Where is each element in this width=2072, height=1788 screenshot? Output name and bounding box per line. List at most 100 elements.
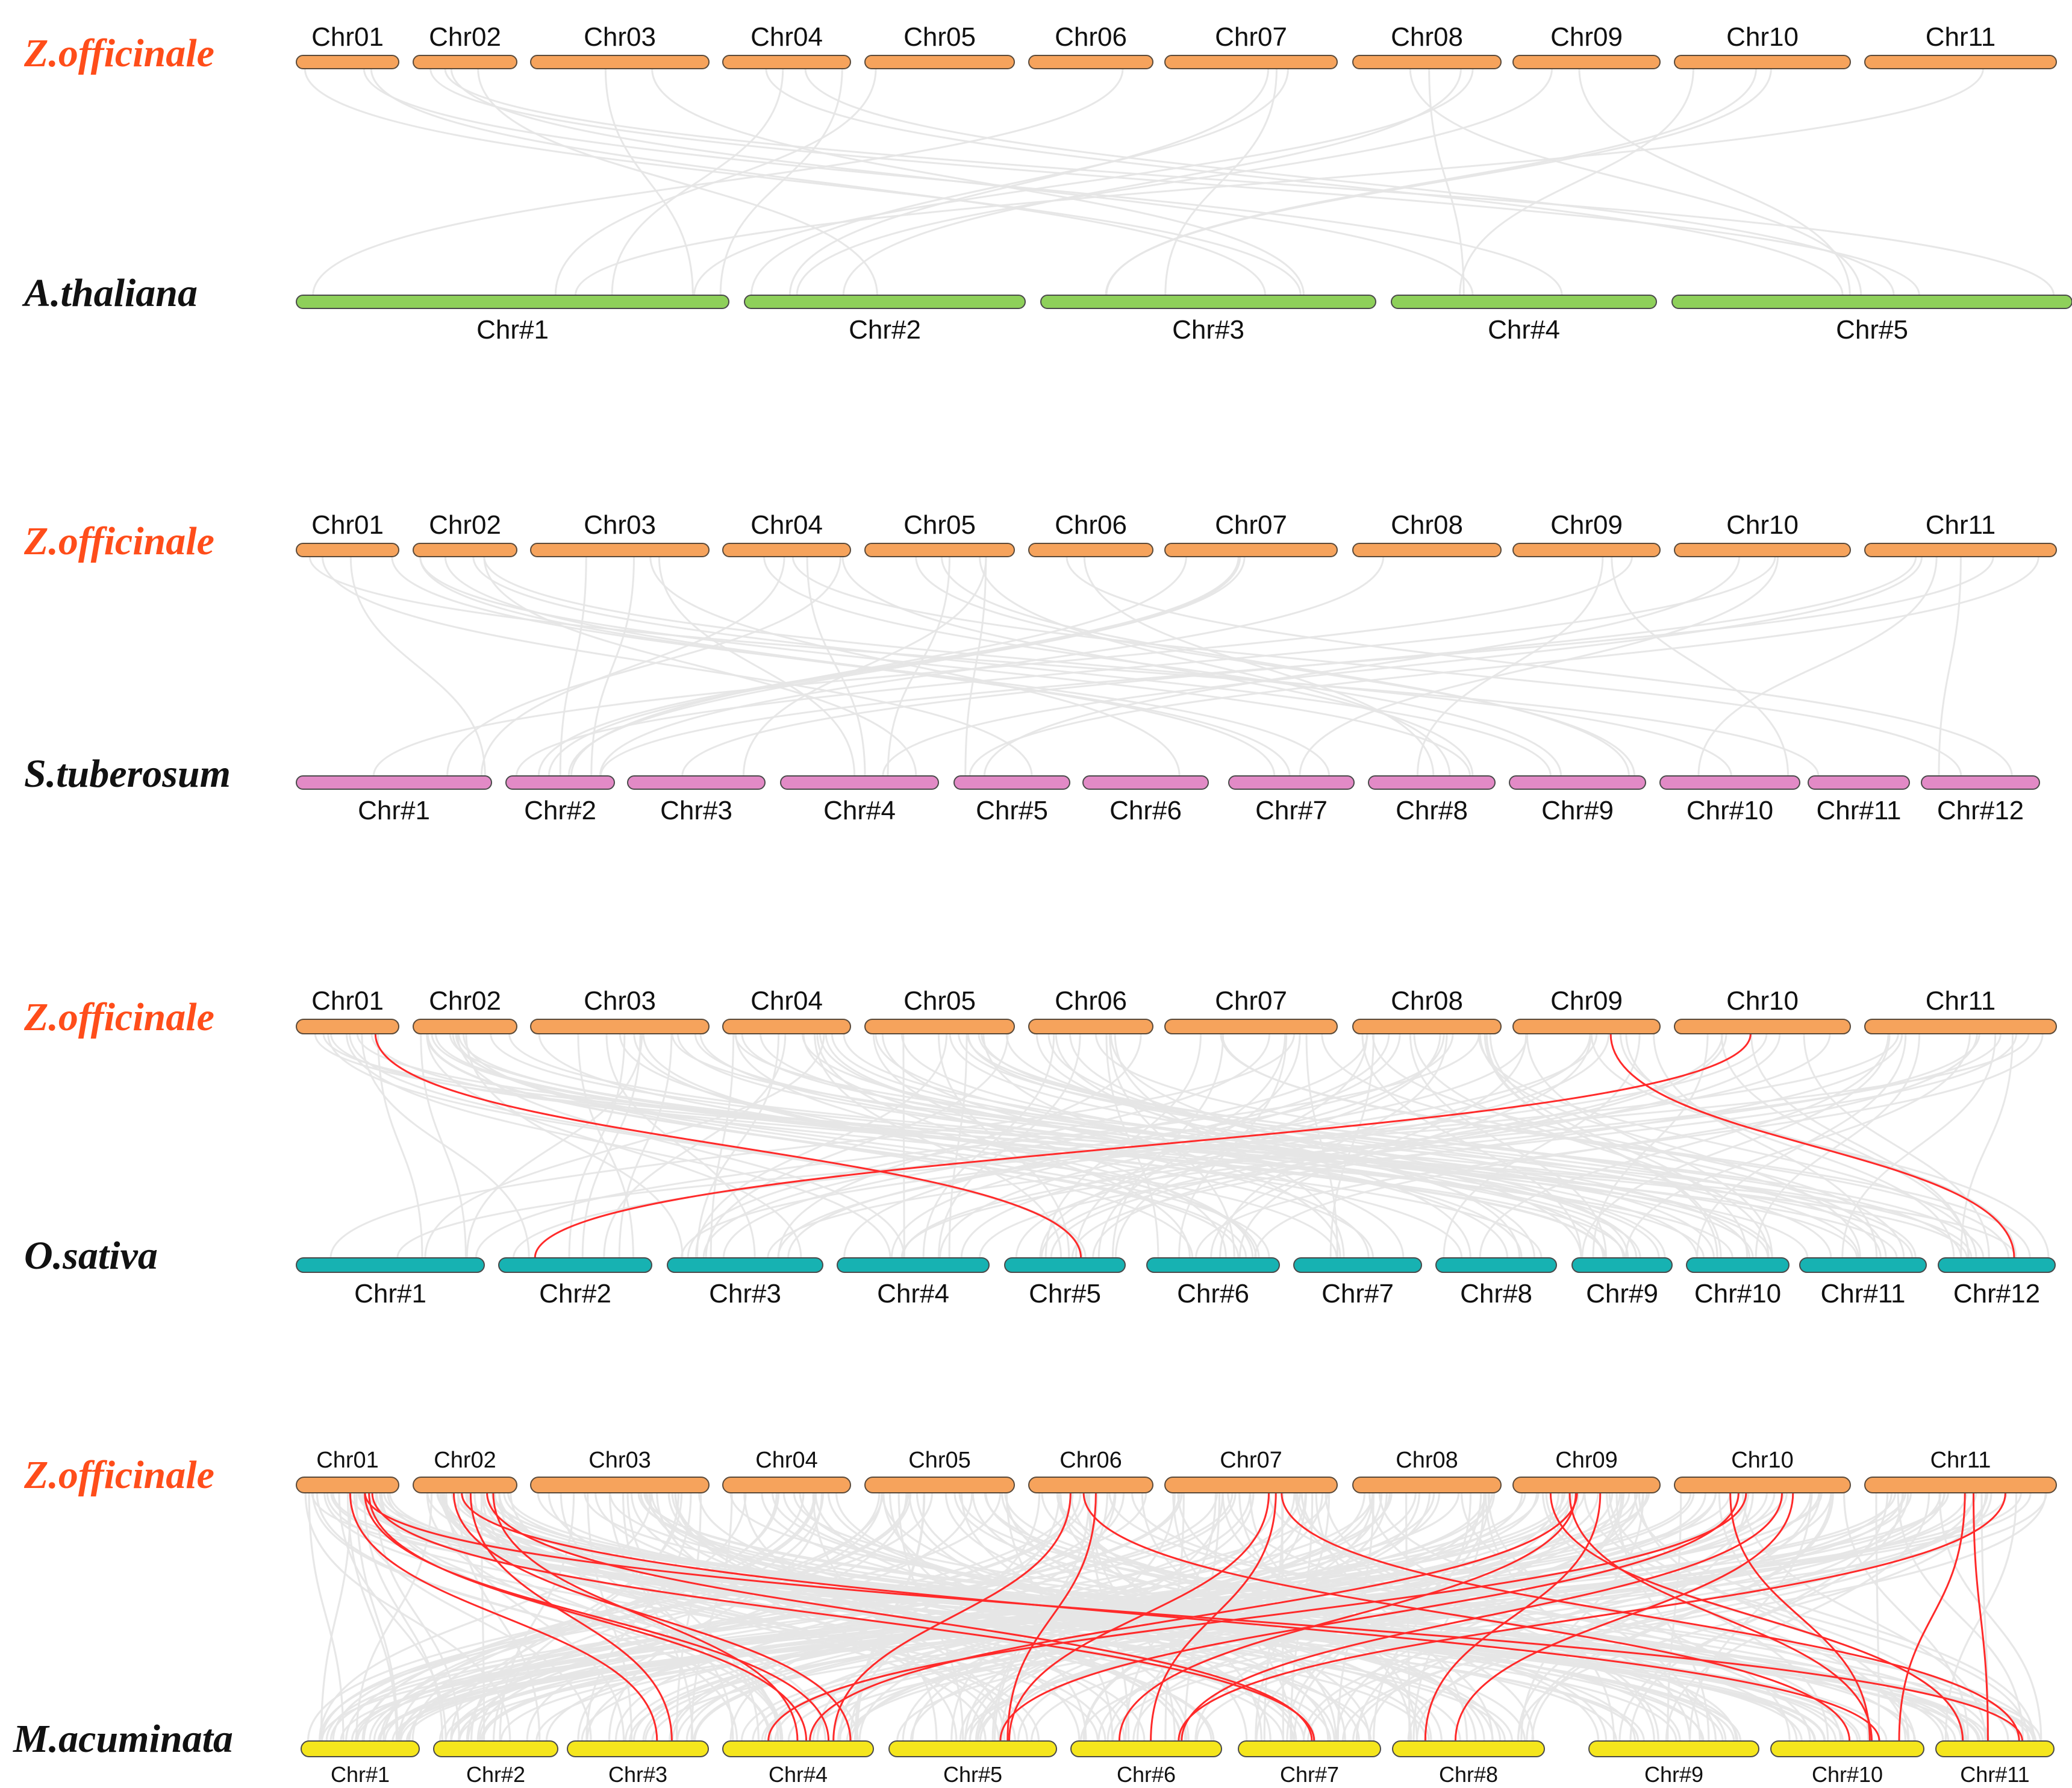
synteny-link xyxy=(669,1492,1251,1742)
bottom-chromosome-chr-5 xyxy=(953,775,1070,790)
synteny-link xyxy=(618,1033,673,1258)
synteny-link xyxy=(651,1492,1461,1742)
highlight-link-chr11-to-chr-11 xyxy=(1973,1492,1989,1742)
highlight-link-chr09-to-chr-11 xyxy=(1549,1492,1964,1742)
top-chromosome-label: Chr10 xyxy=(1731,1448,1794,1473)
bottom-chromosome-label: Chr#3 xyxy=(1172,315,1244,345)
top-chromosome-chr06 xyxy=(1028,543,1153,557)
bottom-chromosome-chr-7 xyxy=(1228,775,1355,790)
bottom-chromosome-chr-2 xyxy=(433,1740,558,1757)
synteny-link xyxy=(1608,1492,1967,1742)
synteny-link xyxy=(575,68,1984,296)
panel-s-tuberosum: Chr01 Chr02 Chr03 Chr04 Chr05 Chr06 Chr07 Chr08… xyxy=(23,510,2057,825)
synteny-link xyxy=(311,1492,772,1742)
top-species-label: Z.officinale xyxy=(23,519,214,563)
synteny-link xyxy=(644,1492,1984,1742)
top-chromosome-chr04 xyxy=(722,1477,851,1493)
top-chromosome-label: Chr08 xyxy=(1391,22,1463,52)
synteny-link xyxy=(911,1492,1324,1742)
bottom-chromosome-chr-8 xyxy=(1368,775,1496,790)
top-chromosome-chr07 xyxy=(1164,55,1338,69)
bottom-chromosome-chr-6 xyxy=(1082,775,1209,790)
bottom-chromosome-chr-1 xyxy=(296,775,492,790)
top-chromosome-chr09 xyxy=(1512,543,1661,557)
synteny-link xyxy=(651,68,1305,296)
synteny-link xyxy=(1843,1492,1969,1742)
top-chromosome-chr11 xyxy=(1864,55,2057,69)
highlight-link-chr01-to-chr-4 xyxy=(364,1492,830,1742)
top-chromosome-label: Chr05 xyxy=(903,510,976,540)
bottom-chromosome-label: Chr#11 xyxy=(1816,796,1901,825)
synteny-link xyxy=(1625,1033,1955,1258)
bottom-species-label: S.tuberosum xyxy=(24,752,231,796)
synteny-link xyxy=(319,1492,652,1742)
bottom-chromosome-chr-2 xyxy=(744,295,1026,309)
synteny-link xyxy=(698,1492,1360,1742)
top-chromosome-chr02 xyxy=(413,1477,517,1493)
bottom-chromosome-label: Chr#2 xyxy=(849,315,921,345)
synteny-link xyxy=(590,556,635,777)
synteny-link xyxy=(308,556,1820,777)
top-chromosome-label: Chr04 xyxy=(755,1448,818,1473)
synteny-link xyxy=(1094,1033,1882,1258)
top-chromosome-label: Chr02 xyxy=(434,1448,496,1473)
top-chromosome-label: Chr03 xyxy=(584,510,656,540)
top-chromosome-chr08 xyxy=(1352,1019,1502,1034)
top-chromosome-label: Chr10 xyxy=(1726,510,1799,540)
synteny-link xyxy=(915,556,1635,777)
top-chromosome-label: Chr11 xyxy=(1926,22,1996,52)
bottom-chromosome-chr-8 xyxy=(1435,1257,1557,1273)
synteny-link xyxy=(1938,556,1962,777)
synteny-link xyxy=(787,1033,1529,1258)
top-chromosome-label: Chr11 xyxy=(1926,986,1996,1016)
synteny-link xyxy=(465,1033,684,1258)
synteny-link xyxy=(457,1492,541,1742)
bottom-chromosome-label: Chr#6 xyxy=(1177,1279,1249,1308)
synteny-link xyxy=(349,556,486,777)
highlight-link-chr07-to-chr-6 xyxy=(1150,1492,1277,1742)
synteny-link xyxy=(446,556,841,777)
synteny-link xyxy=(604,68,694,296)
top-chromosome-label: Chr11 xyxy=(1930,1448,1991,1473)
highlight-link-chr06-to-chr-5 xyxy=(1006,1492,1097,1742)
bottom-chromosome-chr-6 xyxy=(1070,1740,1222,1757)
bottom-chromosome-label: Chr#4 xyxy=(877,1279,949,1308)
synteny-link xyxy=(1221,1033,2010,1258)
bottom-chromosome-label: Chr#11 xyxy=(1960,1762,2029,1787)
synteny-link xyxy=(1697,556,1938,777)
top-chromosome-label: Chr08 xyxy=(1391,510,1463,540)
synteny-link xyxy=(1368,1492,1754,1742)
synteny-link xyxy=(1069,1033,1582,1258)
synteny-link xyxy=(1755,1033,1921,1258)
synteny-link xyxy=(355,1492,399,1742)
highlight-link-chr07-to-chr-5 xyxy=(1008,1492,1270,1742)
top-chromosome-label: Chr06 xyxy=(1055,22,1127,52)
synteny-link xyxy=(791,556,1962,777)
top-chromosome-label: Chr04 xyxy=(750,22,823,52)
synteny-link xyxy=(594,1492,1315,1742)
synteny-link xyxy=(1015,1033,1610,1258)
bottom-chromosome-label: Chr#1 xyxy=(354,1279,426,1308)
highlight-link-chr09-to-chr-12 xyxy=(1609,1033,2015,1258)
highlight-link-chr06-to-chr-4 xyxy=(832,1492,1072,1742)
synteny-link xyxy=(1479,1033,1889,1258)
top-chromosomes: Chr01 Chr02 Chr03 Chr04 Chr05 Chr06 Chr07 Chr08… xyxy=(296,986,2057,1034)
highlight-link-chr10-to-chr-6 xyxy=(1181,1492,1783,1742)
bottom-chromosome-chr-11 xyxy=(1935,1740,2055,1757)
top-chromosome-chr11 xyxy=(1864,1477,2057,1493)
bottom-chromosome-label: Chr#9 xyxy=(1644,1762,1703,1787)
highlight-link-chr10-to-chr-2 xyxy=(534,1033,1752,1258)
bottom-chromosomes: Chr#1 Chr#2 Chr#3 Chr#4 Chr#5 xyxy=(296,295,2072,345)
synteny-link xyxy=(694,1033,948,1258)
bottom-chromosome-label: Chr#1 xyxy=(476,315,549,345)
highlight-link-chr10-to-chr-10 xyxy=(1729,1492,1871,1742)
highlight-link-chr09-to-chr-4 xyxy=(809,1492,1578,1742)
highlight-link-chr09-to-chr-8 xyxy=(1424,1492,1602,1742)
bottom-chromosome-chr-4 xyxy=(1391,295,1657,309)
synteny-link xyxy=(888,1492,1087,1742)
top-chromosome-chr08 xyxy=(1352,55,1502,69)
synteny-link xyxy=(1268,1492,2009,1742)
bottom-chromosome-chr-2 xyxy=(498,1257,652,1273)
synteny-link xyxy=(1238,1492,1412,1742)
synteny-link xyxy=(1841,1033,1997,1258)
